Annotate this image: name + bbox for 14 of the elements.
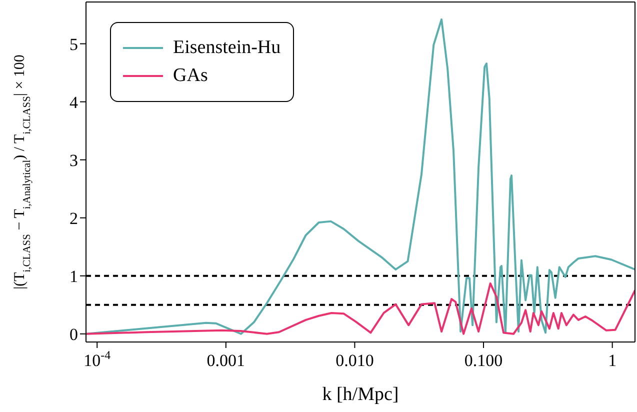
legend-label: Eisenstein-Hu [173, 37, 281, 59]
x-tick-label: 0.001 [206, 351, 246, 370]
x-tick-label: 10$^{-4}$ [84, 348, 111, 370]
y-tick-label: 5 [70, 34, 78, 54]
y-tick-label: 3 [70, 150, 78, 170]
x-tick-label: 1 [608, 351, 617, 370]
x-axis-title: k [h/Mpc] [322, 384, 399, 405]
y-tick-label: 4 [70, 92, 78, 112]
y-tick-label: 2 [70, 208, 78, 228]
y-tick-label: 0 [70, 324, 78, 344]
legend-label: GAs [173, 65, 208, 87]
x-tick-label: 0.100 [464, 351, 503, 370]
x-tick-label: 0.010 [336, 351, 374, 370]
y-tick-label: 1 [70, 266, 78, 286]
